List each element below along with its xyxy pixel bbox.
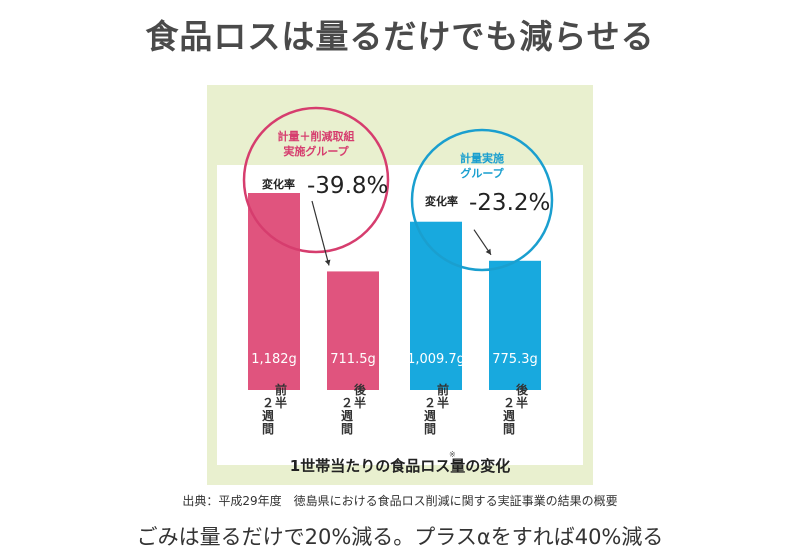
x-tick-label: 間 — [341, 422, 353, 436]
change-rate-label: 変化率 — [262, 177, 295, 191]
x-tick-label: 半 — [354, 395, 366, 410]
x-tick-label: 週 — [341, 408, 353, 423]
bar-value-label: 1,009.7g — [407, 352, 465, 367]
x-tick-label: 間 — [424, 422, 436, 436]
group-name: 計量実施 — [460, 151, 504, 165]
x-tick-label: 間 — [262, 422, 274, 436]
x-tick-label: 前 — [275, 382, 287, 397]
page-title: 食品ロスは量るだけでも減らせる — [145, 17, 655, 56]
x-tick-label: 後 — [516, 382, 529, 397]
x-tick-label: 週 — [503, 408, 515, 423]
change-arrow — [311, 200, 330, 266]
group-callout-ring — [242, 106, 390, 254]
x-tick-label: 半 — [516, 395, 528, 410]
change-rate-value: -23.2% — [469, 190, 550, 216]
bar-value-label: 711.5g — [330, 352, 375, 367]
change-rate-value: -39.8% — [307, 173, 388, 199]
x-tick-label: 後 — [354, 382, 367, 397]
group-name: 実施グループ — [283, 144, 349, 158]
bar-2-1 — [410, 221, 462, 390]
bar-2-2 — [489, 260, 541, 390]
group-callout-ring — [410, 128, 554, 272]
x-tick-label: ２ — [503, 396, 515, 410]
source-citation: 出典：平成29年度 徳島県における食品ロス削減に関する実証事業の結果の概要 — [182, 494, 618, 508]
summary-text: ごみは量るだけで20%減る。プラスαをすれば40%減る — [136, 525, 664, 549]
footnote-mark: ※ — [449, 450, 456, 459]
x-tick-label: ２ — [262, 396, 274, 410]
chart-title: 1世帯当たりの食品ロス量の変化 — [290, 457, 510, 475]
change-arrow-head — [485, 248, 491, 255]
change-rate-label: 変化率 — [425, 194, 458, 208]
group-name: 計量＋削減取組 — [278, 129, 355, 143]
bar-1-2 — [327, 271, 379, 390]
bar-1-1 — [248, 193, 300, 390]
x-tick-label: 週 — [262, 408, 274, 423]
x-tick-label: 半 — [275, 395, 287, 410]
change-arrow-head — [324, 259, 331, 266]
bar-value-label: 775.3g — [492, 352, 537, 367]
x-tick-label: ２ — [341, 396, 353, 410]
chart-panel: 1,182g ２ 週間前半 711.5g ２ 週間後半計量＋削減取組 実施グループ 変化率 -3… — [207, 85, 593, 485]
x-tick-label: 半 — [437, 395, 449, 410]
x-tick-label: 間 — [503, 422, 515, 436]
bar-value-label: 1,182g — [251, 352, 296, 367]
x-tick-label: ２ — [424, 396, 436, 410]
x-tick-label: 前 — [437, 382, 449, 397]
x-tick-label: 週 — [424, 408, 436, 423]
group-name: グループ — [460, 166, 504, 180]
